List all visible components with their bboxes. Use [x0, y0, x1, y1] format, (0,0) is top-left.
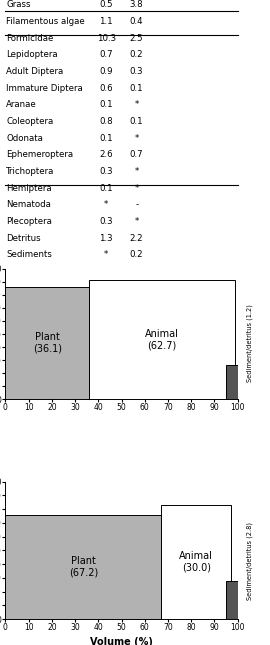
Bar — [226, 365, 238, 399]
Bar — [89, 281, 235, 399]
Text: Sediment/detritus (2.8): Sediment/detritus (2.8) — [247, 522, 253, 600]
Text: Animal
(62.7): Animal (62.7) — [145, 329, 179, 351]
Bar — [161, 505, 231, 619]
Text: Plant
(67.2): Plant (67.2) — [69, 556, 98, 578]
Bar — [226, 580, 238, 619]
X-axis label: Volume (%): Volume (%) — [90, 637, 153, 645]
Bar — [5, 287, 89, 399]
Text: Sediment/detritus (1.2): Sediment/detritus (1.2) — [247, 304, 253, 382]
Text: Animal
(30.0): Animal (30.0) — [179, 551, 213, 573]
Text: Plant
(36.1): Plant (36.1) — [33, 332, 62, 354]
Bar — [5, 515, 161, 619]
